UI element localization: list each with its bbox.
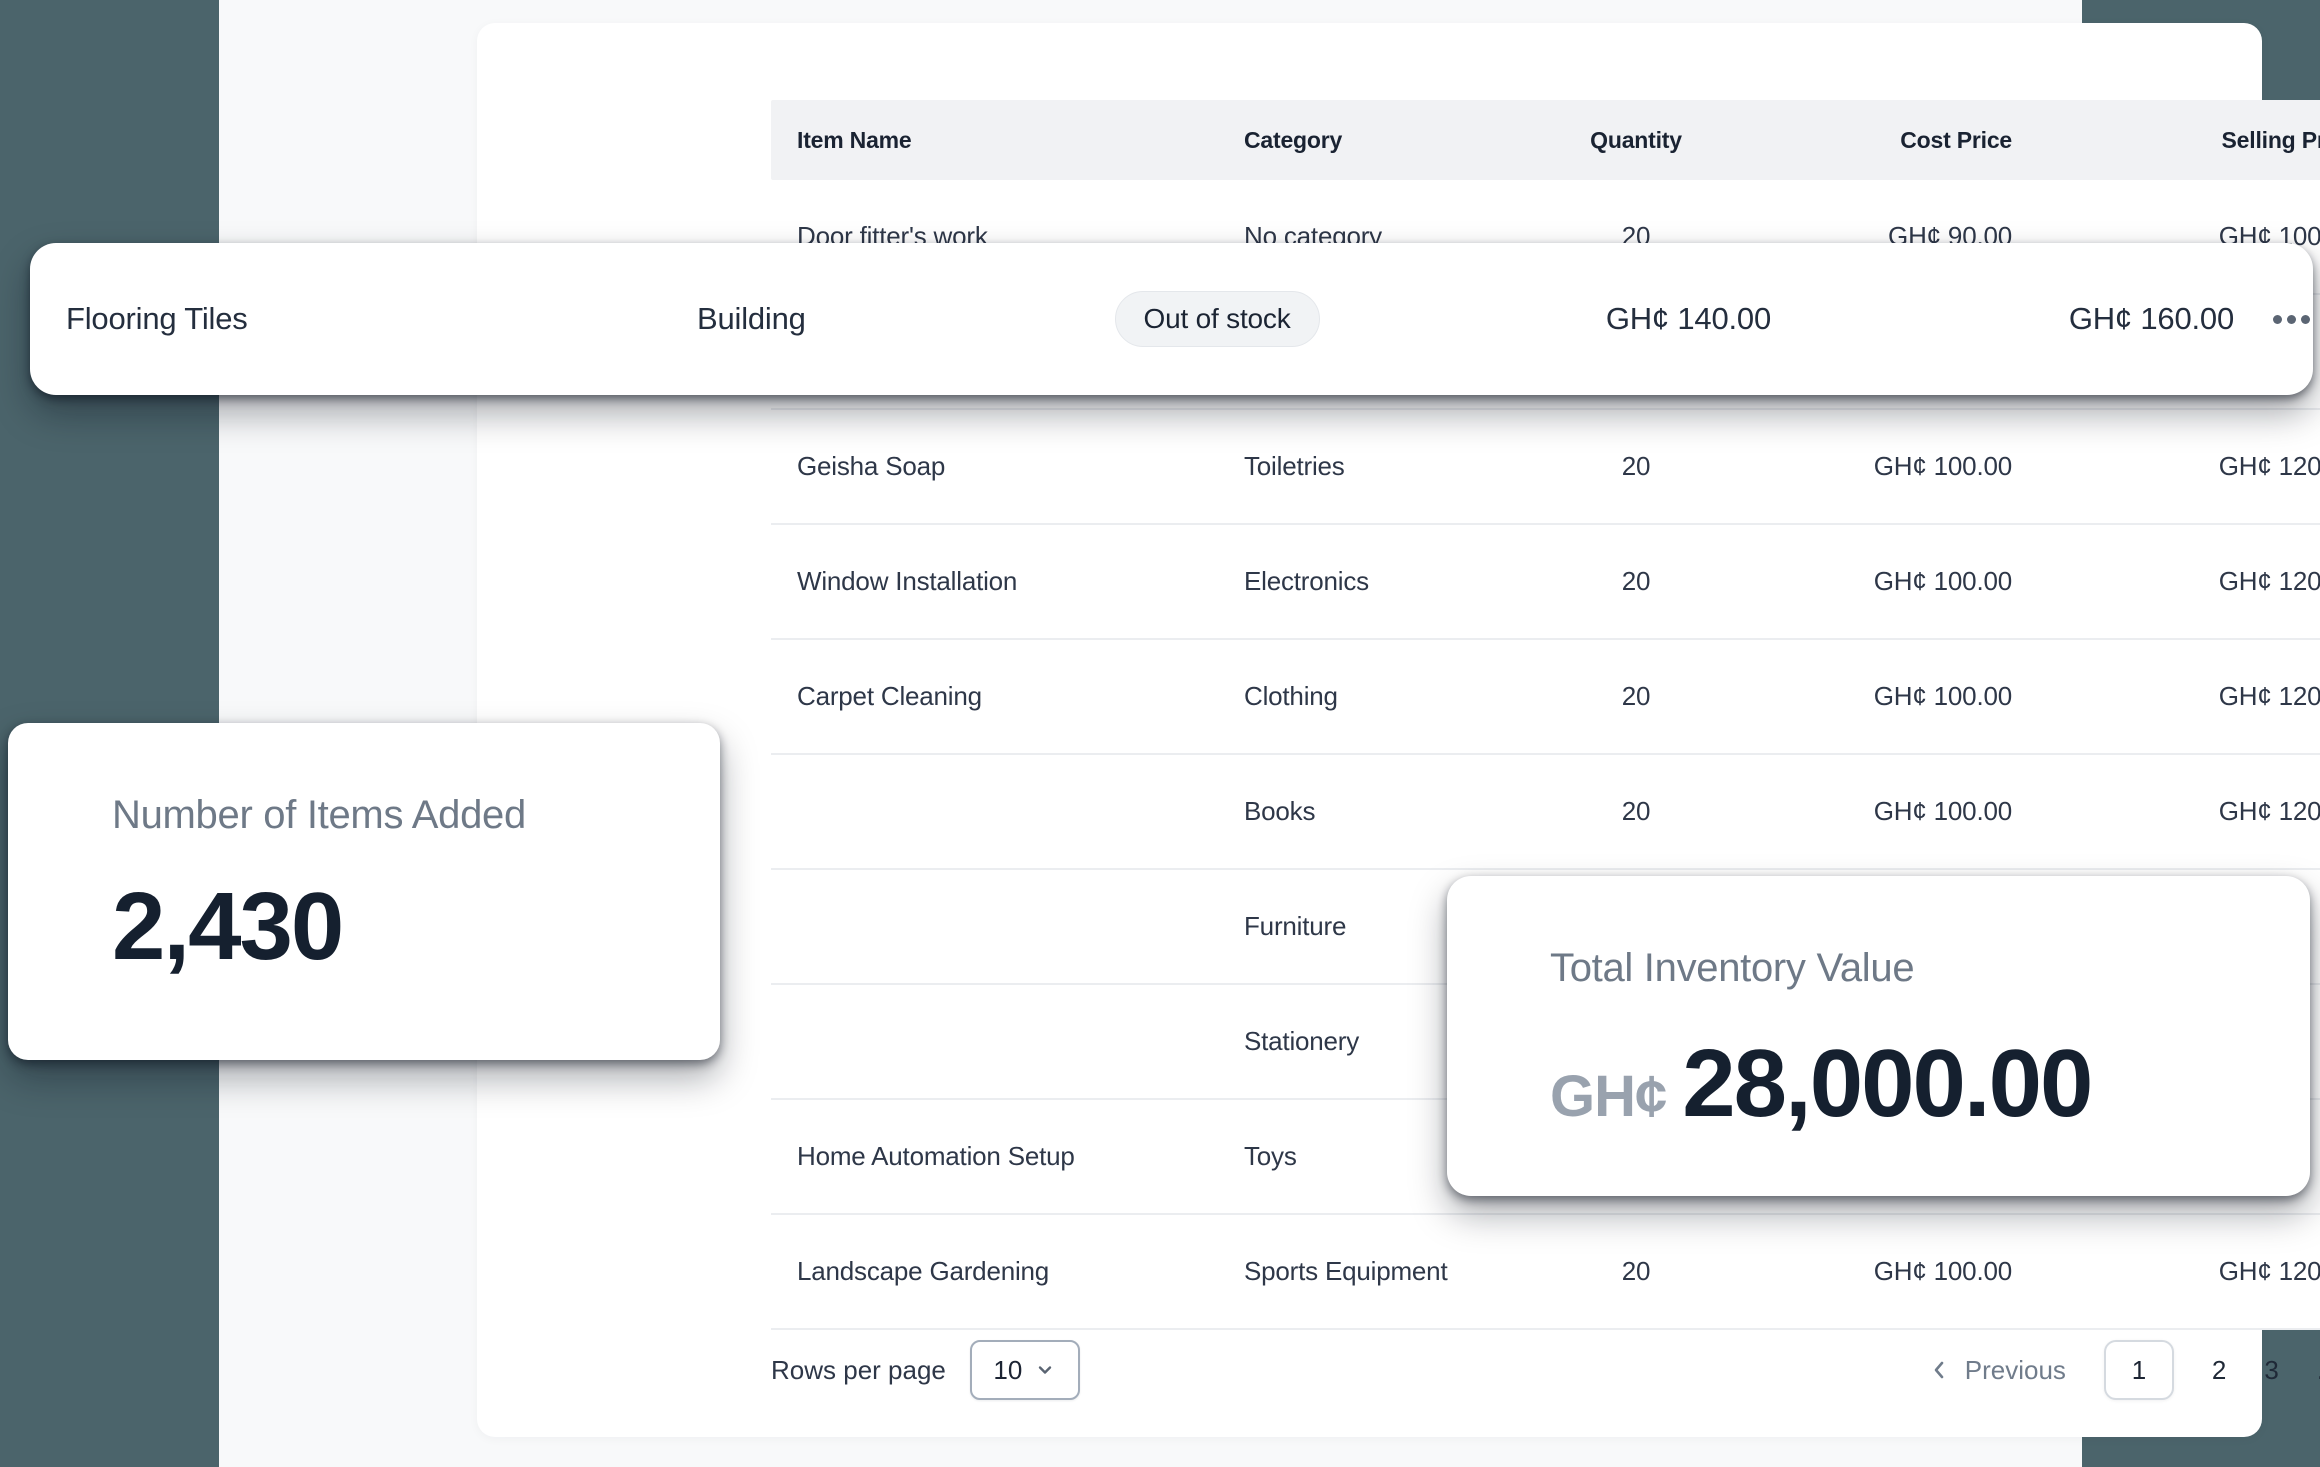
cell-category: Sports Equipment <box>1244 1256 1448 1286</box>
cell-selling-price: GH¢ 120.00 <box>2218 566 2320 596</box>
cell-category: Electronics <box>1244 566 1369 596</box>
cell-category: Toys <box>1244 1141 1297 1171</box>
inventory-value-card: Total Inventory Value GH¢ 28,000.00 <box>1447 876 2310 1196</box>
cell-quantity: 20 <box>1621 796 1651 826</box>
cell-category: Stationery <box>1244 1026 1360 1056</box>
cell-item-name: Carpet Cleaning <box>797 681 982 711</box>
cell-item-name: Window Installation <box>797 566 1018 596</box>
rows-per-page-select[interactable]: 10 <box>969 1340 1080 1400</box>
page-button[interactable]: 3 <box>2264 1354 2279 1385</box>
cell-category: Toiletries <box>1244 451 1345 481</box>
cell-selling-price: GH¢ 120.00 <box>2218 1256 2320 1286</box>
cell-cost-price: GH¢ 140.00 <box>1605 301 1771 336</box>
items-added-title: Number of Items Added <box>112 793 526 837</box>
cell-item-name: Flooring Tiles <box>66 301 248 336</box>
row-actions-icon[interactable] <box>2273 314 2310 324</box>
inventory-value-amount: 28,000.00 <box>1682 1030 2093 1137</box>
inventory-value-title: Total Inventory Value <box>1550 946 1915 990</box>
cell-category: Clothing <box>1244 681 1338 711</box>
cell-item-name: Geisha Soap <box>797 451 946 481</box>
chevron-left-icon <box>1927 1357 1953 1383</box>
cell-quantity: 20 <box>1621 1256 1651 1286</box>
cell-item-name: Landscape Gardening <box>797 1256 1050 1286</box>
page-ellipsis: ... <box>2317 1355 2320 1386</box>
cell-cost-price: GH¢ 100.00 <box>1873 1256 2012 1286</box>
highlighted-row-card: Flooring Tiles Building Out of stock GH¢… <box>30 243 2313 395</box>
cell-category: Building <box>697 301 806 336</box>
rows-per-page-label: Rows per page <box>771 1354 946 1385</box>
cell-item-name: Home Automation Setup <box>797 1141 1075 1171</box>
cell-selling-price: GH¢ 120.00 <box>2218 681 2320 711</box>
table-header-row: Item Name Category Quantity Cost Price S… <box>771 100 2320 180</box>
table-row: Carpet Cleaning Clothing 20 GH¢ 100.00 G… <box>771 640 2320 755</box>
cell-cost-price: GH¢ 100.00 <box>1873 451 2012 481</box>
column-header-selling-price: Selling Price <box>2221 126 2320 153</box>
page-button[interactable]: 2 <box>2211 1354 2227 1385</box>
page-button-current[interactable]: 1 <box>2103 1340 2174 1400</box>
previous-label: Previous <box>1964 1354 2066 1385</box>
status-badge: Out of stock <box>1114 291 1320 347</box>
pagination-bar: Rows per page 10 Previous <box>771 1339 2320 1401</box>
column-header-item-name: Item Name <box>797 126 912 153</box>
table-row: Geisha Soap Toiletries 20 GH¢ 100.00 GH¢… <box>771 410 2320 525</box>
items-added-card: Number of Items Added 2,430 <box>8 723 720 1060</box>
column-header-cost-price: Cost Price <box>1900 126 2012 153</box>
table-row: Landscape Gardening Sports Equipment 20 … <box>771 1215 2320 1330</box>
cell-category: Books <box>1244 796 1316 826</box>
cell-selling-price: GH¢ 120.00 <box>2218 451 2320 481</box>
chevron-down-icon <box>1034 1359 1056 1381</box>
cell-category: Furniture <box>1244 911 1347 941</box>
column-header-quantity: Quantity <box>1590 126 1682 153</box>
table-row: Books 20 GH¢ 100.00 GH¢ 120.00 <box>771 755 2320 870</box>
table-row: Window Installation Electronics 20 GH¢ 1… <box>771 525 2320 640</box>
cell-selling-price: GH¢ 120.00 <box>2218 796 2320 826</box>
rows-per-page-value: 10 <box>993 1354 1023 1385</box>
cell-cost-price: GH¢ 100.00 <box>1873 566 2012 596</box>
cell-cost-price: GH¢ 100.00 <box>1873 796 2012 826</box>
cell-quantity: 20 <box>1621 681 1651 711</box>
cell-cost-price: GH¢ 100.00 <box>1873 681 2012 711</box>
cell-quantity: 20 <box>1621 451 1651 481</box>
inventory-card: Item Name Category Quantity Cost Price S… <box>477 23 2320 1437</box>
cell-quantity: 20 <box>1621 566 1651 596</box>
items-added-value: 2,430 <box>112 873 344 980</box>
currency-prefix: GH¢ <box>1550 1064 1667 1129</box>
previous-page-button[interactable]: Previous <box>1927 1355 2066 1386</box>
cell-selling-price: GH¢ 160.00 <box>2068 301 2234 336</box>
column-header-category: Category <box>1244 126 1343 153</box>
